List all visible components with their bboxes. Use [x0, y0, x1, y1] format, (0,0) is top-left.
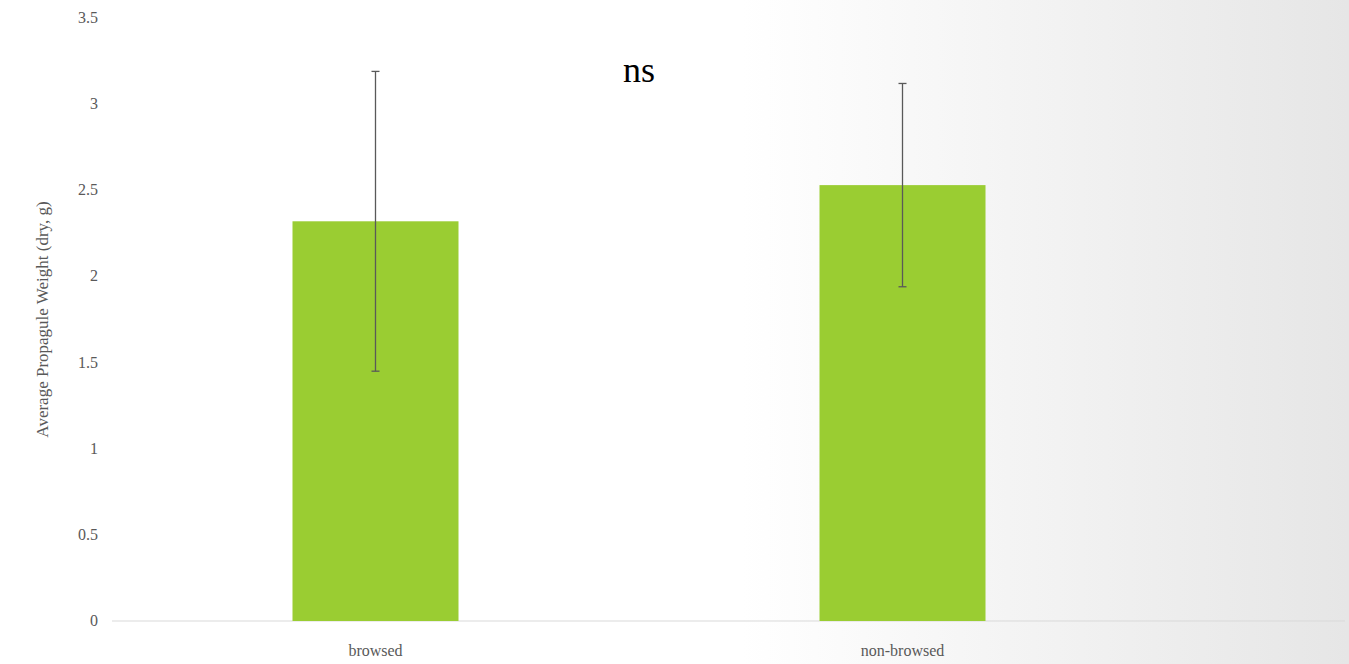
y-tick-label: 3: [90, 95, 98, 112]
y-tick-label: 2.5: [78, 181, 98, 198]
y-tick-label: 0: [90, 612, 98, 629]
x-tick-label: browsed: [348, 642, 402, 659]
error-bar: [372, 71, 380, 371]
error-stem: [902, 83, 903, 286]
y-tick-label: 0.5: [78, 526, 98, 543]
background: [0, 0, 1349, 664]
y-tick-label: 3.5: [78, 9, 98, 26]
bars: [292, 71, 985, 621]
y-tick-label: 1.5: [78, 354, 98, 371]
chart-root: 0 0.5 1 1.5 2 2.5 3 3.5 Average Propagule Weight…: [0, 0, 1349, 664]
error-cap: [899, 83, 907, 84]
error-cap: [372, 371, 380, 372]
error-cap: [372, 71, 380, 72]
y-axis-title: Average Propagule Weight (dry, g): [33, 201, 52, 437]
error-stem: [375, 71, 376, 371]
error-cap: [899, 286, 907, 287]
y-tick-label: 1: [90, 440, 98, 457]
annotation: ns: [623, 50, 655, 90]
y-tick-label: 2: [90, 267, 98, 284]
x-tick-label: non-browsed: [861, 642, 945, 659]
error-bar: [899, 83, 907, 286]
